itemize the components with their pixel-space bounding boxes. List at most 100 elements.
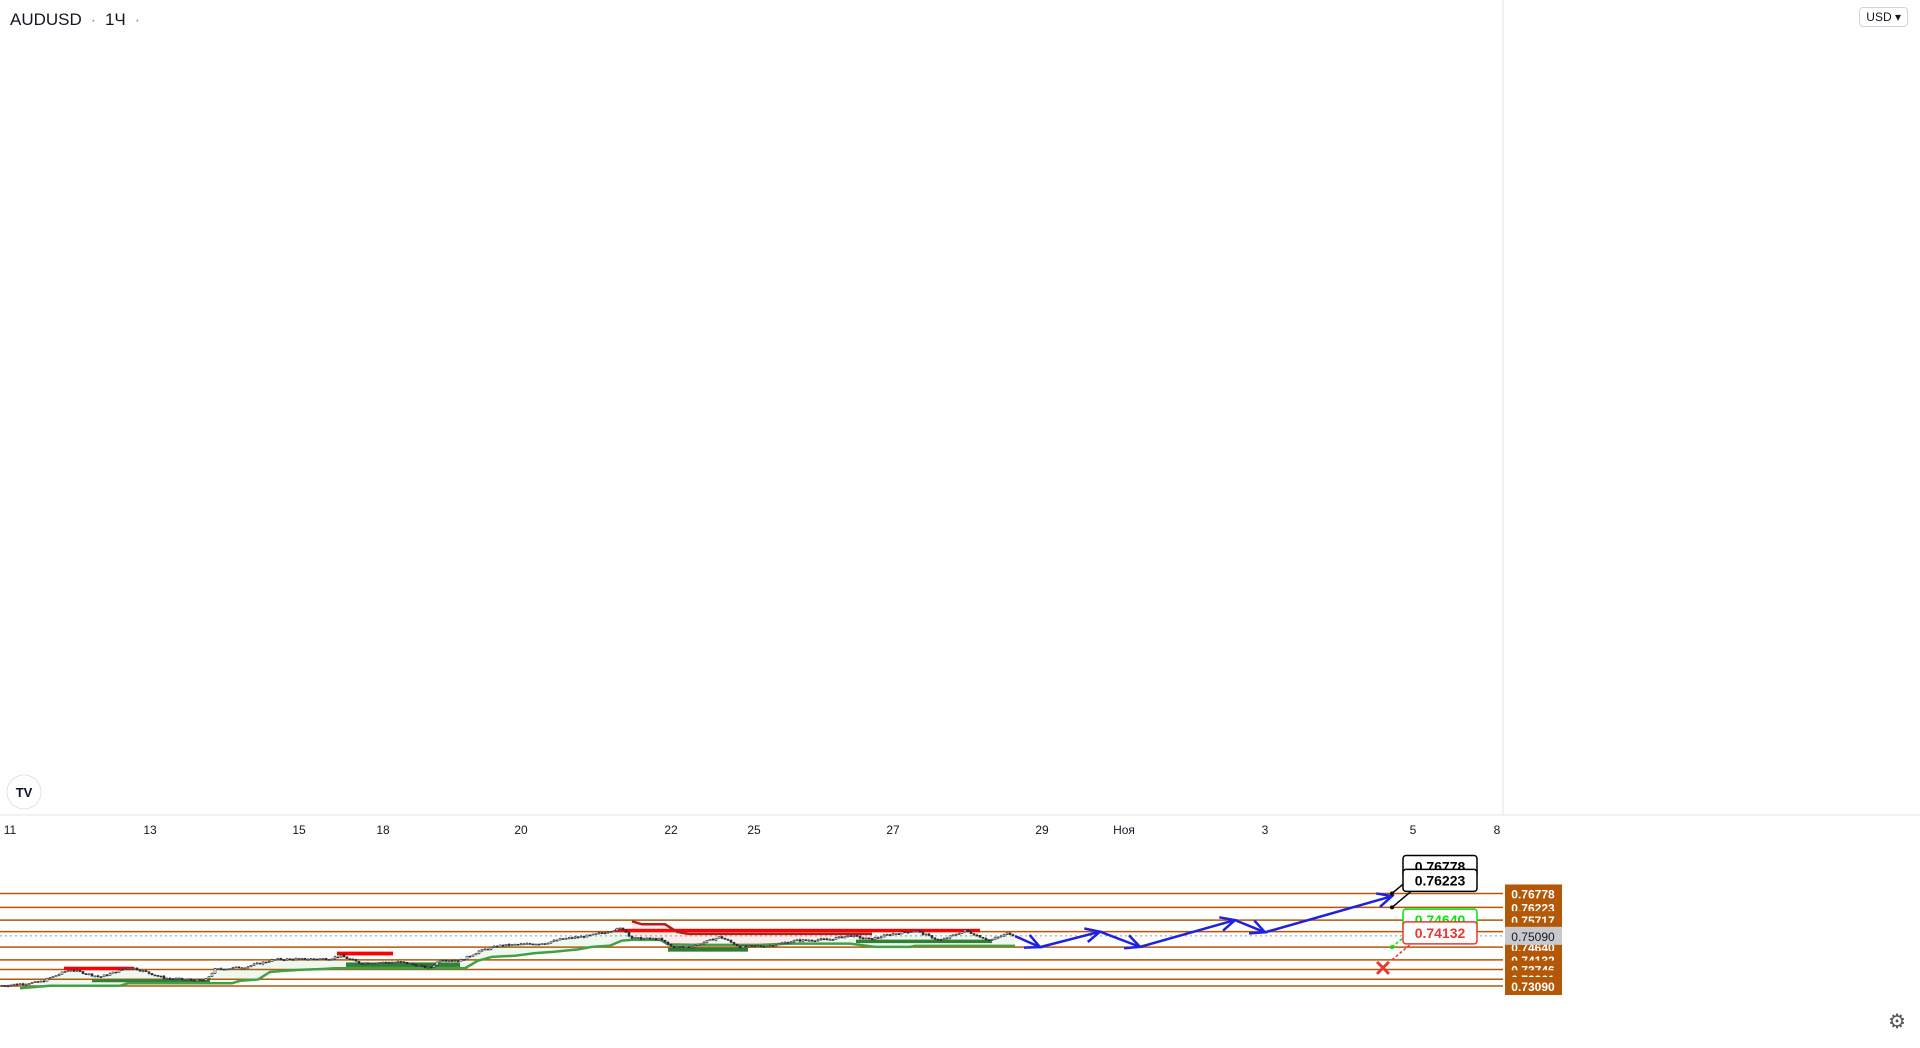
candle-body — [492, 945, 496, 948]
candle-body — [555, 939, 559, 942]
current-price-label-bg — [1505, 926, 1562, 945]
forecast-segment[interactable] — [1099, 930, 1141, 949]
candle-body — [1005, 932, 1009, 935]
candle-body — [903, 931, 907, 934]
candle-body — [762, 945, 766, 948]
candle-body — [384, 961, 388, 964]
target-pointer — [1391, 943, 1412, 961]
candle-body — [408, 963, 412, 965]
currency-unit-button[interactable]: USD ▾ — [1859, 7, 1908, 27]
candle-body — [732, 941, 736, 945]
candle-body — [888, 934, 892, 936]
candle-body — [720, 936, 724, 939]
candle-body — [465, 955, 469, 960]
candle-body — [423, 965, 427, 969]
candle-body — [546, 942, 550, 945]
forecast-segment[interactable] — [1264, 894, 1393, 934]
candle-body — [78, 969, 82, 972]
candle-body — [534, 943, 538, 946]
time-tick-label: 15 — [292, 823, 306, 837]
candle-body — [450, 960, 454, 962]
target-callout[interactable] — [1402, 868, 1478, 893]
time-tick-label: 8 — [1494, 823, 1501, 837]
candle-body — [633, 937, 637, 939]
candle-body — [999, 935, 1003, 938]
candle-body — [813, 940, 817, 943]
candle-body — [222, 968, 226, 971]
candle-body — [510, 944, 514, 946]
supply-zone[interactable] — [337, 951, 393, 956]
candle-body — [147, 971, 151, 974]
resistance-trail-line — [631, 920, 872, 936]
candle-body — [690, 946, 694, 949]
candle-body — [837, 936, 841, 939]
candle-body — [939, 939, 943, 941]
candle-body — [21, 983, 25, 986]
forecast-segment[interactable] — [1014, 934, 1041, 949]
target-label: 0.76223 — [1415, 872, 1466, 888]
candle-body — [198, 978, 202, 981]
candle-body — [966, 929, 970, 932]
candle-body — [774, 944, 778, 947]
candle-body — [972, 933, 976, 936]
candle-body — [540, 943, 544, 945]
candle-body — [93, 975, 97, 978]
target-callout[interactable] — [1402, 921, 1478, 945]
candle-body — [672, 945, 676, 948]
candle-body — [645, 937, 649, 940]
candle-body — [111, 971, 115, 974]
candle-body — [333, 956, 337, 960]
candle-body — [627, 931, 631, 937]
forecast-segment[interactable] — [1139, 918, 1236, 949]
candle-body — [246, 966, 250, 969]
candle-body — [273, 958, 277, 961]
candle-body — [252, 963, 256, 966]
candle-body — [459, 959, 463, 962]
candle-body — [441, 959, 445, 962]
time-tick-label: 22 — [664, 823, 678, 837]
supply-zone[interactable] — [615, 928, 980, 933]
demand-zone[interactable] — [856, 939, 992, 944]
demand-zone[interactable] — [668, 947, 748, 952]
candle-body — [282, 959, 286, 961]
candle-body — [948, 935, 952, 939]
symbol-header[interactable]: AUDUSD · 1Ч · — [10, 10, 144, 30]
tradingview-logo-icon[interactable] — [6, 774, 42, 810]
candle-body — [180, 977, 184, 980]
candle-body — [177, 977, 181, 980]
supply-zone[interactable] — [64, 966, 134, 971]
candle-body — [603, 932, 607, 935]
candle-body — [867, 937, 871, 940]
demand-zone[interactable] — [346, 962, 460, 967]
candle-body — [168, 978, 172, 980]
candle-body — [264, 961, 268, 964]
candle-body — [975, 934, 979, 937]
candle-body — [657, 938, 661, 941]
candle-body — [597, 932, 601, 935]
forecast-segment[interactable] — [1234, 918, 1266, 934]
candle-body — [747, 945, 751, 947]
candle-body — [906, 931, 910, 934]
candle-body — [144, 970, 148, 972]
candle-body — [237, 966, 241, 969]
demand-zone[interactable] — [92, 979, 210, 983]
gear-icon[interactable]: ⚙ — [1888, 1011, 1906, 1033]
candle-body — [855, 935, 859, 937]
candle-body — [987, 939, 991, 941]
time-tick-label: 29 — [1035, 823, 1049, 837]
candle-body — [522, 943, 526, 946]
candle-body — [84, 973, 88, 975]
candle-body — [873, 937, 877, 940]
candle-body — [396, 961, 400, 963]
candle-body — [45, 978, 49, 982]
candle-body — [102, 974, 106, 978]
time-tick-label: 20 — [514, 823, 528, 837]
candle-body — [822, 938, 826, 941]
candle-body — [675, 946, 679, 948]
candle-body — [324, 958, 328, 961]
candle-body — [612, 930, 616, 932]
candle-body — [876, 937, 880, 939]
interval-label[interactable]: 1Ч — [104, 10, 126, 29]
forecast-segment[interactable] — [1039, 930, 1101, 949]
